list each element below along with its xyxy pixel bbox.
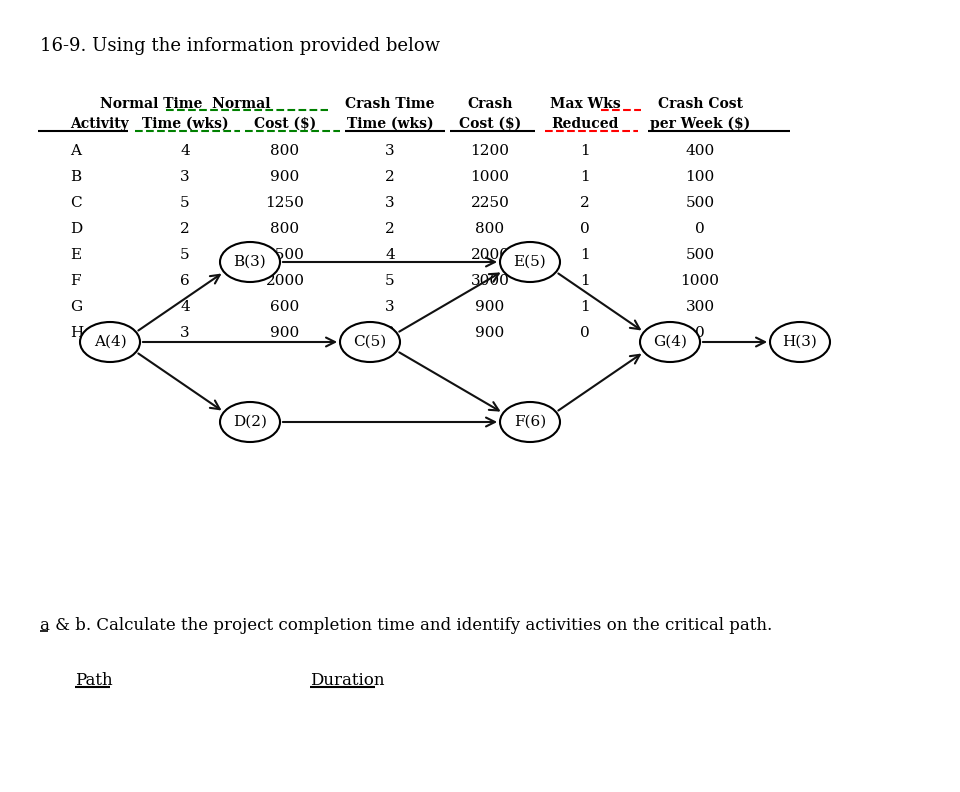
- Text: B(3): B(3): [233, 255, 266, 269]
- Text: 100: 100: [685, 170, 714, 184]
- Text: 600: 600: [271, 300, 300, 314]
- Text: a & b. Calculate the project completion time and identify activities on the crit: a & b. Calculate the project completion …: [40, 617, 772, 634]
- Text: G: G: [70, 300, 83, 314]
- Text: 900: 900: [271, 170, 300, 184]
- Text: 2000: 2000: [470, 248, 510, 262]
- Text: Duration: Duration: [310, 672, 385, 689]
- Text: 5: 5: [180, 248, 190, 262]
- Text: B: B: [70, 170, 82, 184]
- Text: 1200: 1200: [470, 144, 510, 158]
- Text: Crash Cost: Crash Cost: [658, 97, 742, 111]
- Text: Path: Path: [75, 672, 112, 689]
- Ellipse shape: [770, 322, 830, 362]
- Text: 1: 1: [580, 248, 589, 262]
- Text: Cost ($): Cost ($): [253, 117, 316, 131]
- Text: 4: 4: [385, 248, 395, 262]
- Ellipse shape: [80, 322, 140, 362]
- Text: 4: 4: [180, 300, 190, 314]
- Text: H(3): H(3): [782, 335, 817, 349]
- Text: 2: 2: [385, 170, 395, 184]
- Text: 500: 500: [685, 248, 714, 262]
- Text: F(6): F(6): [514, 415, 546, 429]
- Text: 900: 900: [271, 326, 300, 340]
- Text: A: A: [70, 144, 81, 158]
- Text: 1: 1: [580, 274, 589, 288]
- Text: 2: 2: [385, 222, 395, 236]
- Text: 3: 3: [385, 196, 395, 210]
- Text: 3: 3: [385, 144, 395, 158]
- Text: D: D: [70, 222, 83, 236]
- Text: 3: 3: [385, 326, 395, 340]
- Text: 800: 800: [271, 144, 300, 158]
- Text: Normal Time  Normal: Normal Time Normal: [100, 97, 271, 111]
- Text: 16-9. Using the information provided below: 16-9. Using the information provided bel…: [40, 37, 440, 55]
- Text: 4: 4: [180, 144, 190, 158]
- Ellipse shape: [340, 322, 400, 362]
- Text: Crash Time: Crash Time: [346, 97, 435, 111]
- Text: D(2): D(2): [233, 415, 267, 429]
- Text: Cost ($): Cost ($): [459, 117, 521, 131]
- Text: 0: 0: [580, 326, 589, 340]
- Text: Crash: Crash: [468, 97, 513, 111]
- Text: G(4): G(4): [653, 335, 687, 349]
- Text: Time (wks): Time (wks): [347, 117, 433, 131]
- Ellipse shape: [500, 402, 560, 442]
- Text: 1250: 1250: [266, 196, 304, 210]
- Text: 1: 1: [580, 300, 589, 314]
- Ellipse shape: [220, 242, 280, 282]
- Text: Max Wks: Max Wks: [550, 97, 620, 111]
- Text: F: F: [70, 274, 81, 288]
- Text: per Week ($): per Week ($): [650, 117, 750, 131]
- Ellipse shape: [640, 322, 700, 362]
- Text: C: C: [70, 196, 82, 210]
- Text: 3: 3: [180, 170, 190, 184]
- Text: 900: 900: [475, 326, 505, 340]
- Text: 2: 2: [180, 222, 190, 236]
- Text: Reduced: Reduced: [551, 117, 618, 131]
- Text: E: E: [70, 248, 82, 262]
- Text: 500: 500: [685, 196, 714, 210]
- Text: 5: 5: [385, 274, 395, 288]
- Text: 0: 0: [695, 326, 705, 340]
- Text: 1500: 1500: [266, 248, 304, 262]
- Text: Time (wks): Time (wks): [142, 117, 228, 131]
- Text: 2250: 2250: [470, 196, 510, 210]
- Text: 3000: 3000: [470, 274, 510, 288]
- Text: 6: 6: [180, 274, 190, 288]
- Text: 1000: 1000: [681, 274, 719, 288]
- Text: 800: 800: [475, 222, 505, 236]
- Text: H: H: [70, 326, 84, 340]
- Text: 3: 3: [385, 300, 395, 314]
- Text: 5: 5: [180, 196, 190, 210]
- Text: 1000: 1000: [470, 170, 510, 184]
- Text: 0: 0: [695, 222, 705, 236]
- Text: 400: 400: [685, 144, 714, 158]
- Ellipse shape: [220, 402, 280, 442]
- Text: A(4): A(4): [94, 335, 127, 349]
- Text: 300: 300: [685, 300, 714, 314]
- Text: C(5): C(5): [353, 335, 387, 349]
- Text: 2: 2: [580, 196, 589, 210]
- Text: Activity: Activity: [70, 117, 129, 131]
- Text: 800: 800: [271, 222, 300, 236]
- Text: 1: 1: [580, 144, 589, 158]
- Text: E(5): E(5): [514, 255, 546, 269]
- Text: 0: 0: [580, 222, 589, 236]
- Text: 900: 900: [475, 300, 505, 314]
- Text: 3: 3: [180, 326, 190, 340]
- Text: 1: 1: [580, 170, 589, 184]
- Ellipse shape: [500, 242, 560, 282]
- Text: 2000: 2000: [266, 274, 304, 288]
